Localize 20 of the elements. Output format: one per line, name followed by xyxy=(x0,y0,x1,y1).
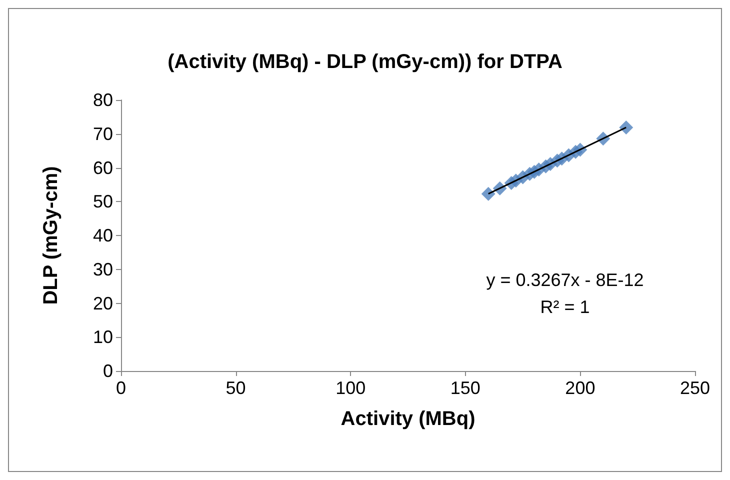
x-tick-label: 250 xyxy=(680,378,710,398)
y-axis-title: DLP (mGy-cm) xyxy=(40,166,62,305)
y-tick-label: 50 xyxy=(92,192,113,212)
y-tick-label: 0 xyxy=(102,361,113,381)
chart-title: (Activity (MBq) - DLP (mGy-cm)) for DTPA xyxy=(168,51,562,73)
y-tick-label: 80 xyxy=(92,90,113,110)
y-tick-label: 70 xyxy=(92,124,113,144)
annotation: y = 0.3267x - 8E-12 xyxy=(486,270,644,290)
x-tick-label: 200 xyxy=(565,378,596,398)
x-tick-label: 150 xyxy=(450,378,480,398)
y-tick-label: 30 xyxy=(92,259,113,280)
x-tick-label: 50 xyxy=(226,378,246,398)
y-tick-label: 10 xyxy=(92,327,113,348)
x-axis-title: Activity (MBq) xyxy=(340,408,476,430)
annotation: R² = 1 xyxy=(540,297,590,317)
x-tick-label: 0 xyxy=(116,378,126,398)
y-tick-label: 40 xyxy=(92,226,113,246)
y-tick-label: 20 xyxy=(92,293,113,314)
x-tick-label: 100 xyxy=(336,378,366,398)
y-tick-label: 60 xyxy=(92,158,113,178)
